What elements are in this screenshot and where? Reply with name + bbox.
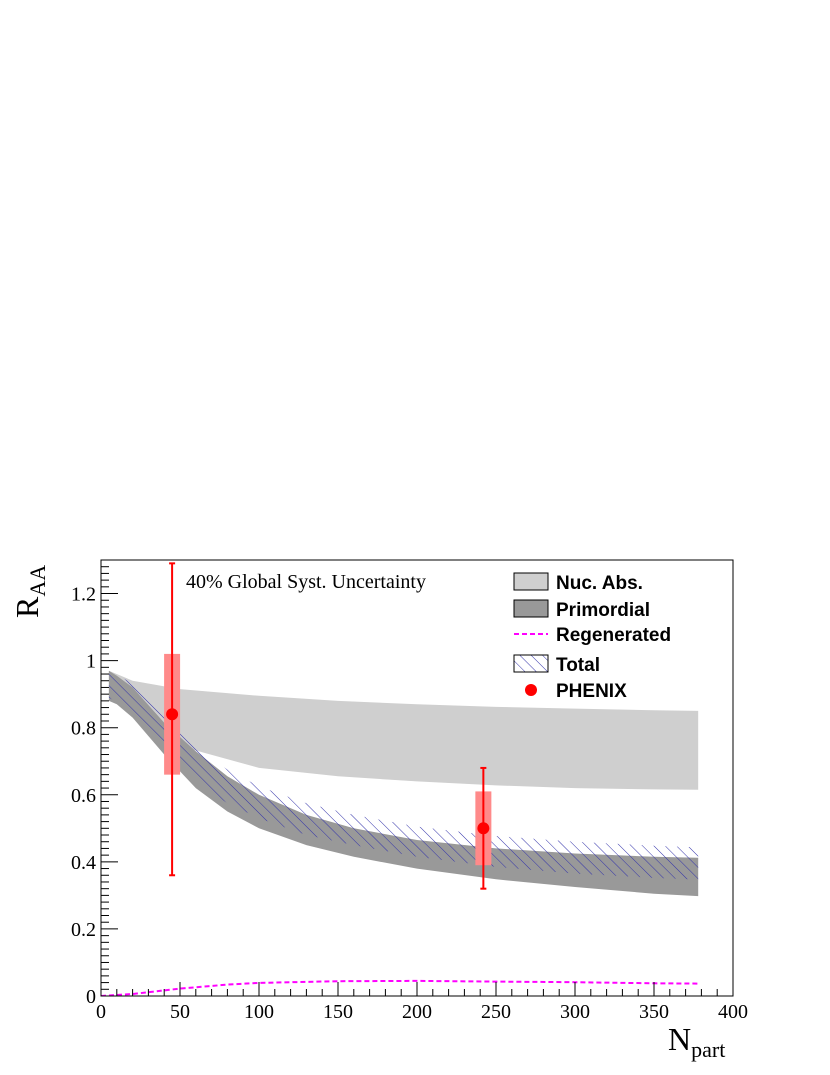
x-tick-label: 0 xyxy=(96,1001,106,1023)
plot-area xyxy=(101,670,699,996)
phenix-data-points xyxy=(164,562,492,890)
legend-item-nuc-abs: Nuc. Abs. xyxy=(513,572,643,594)
legend-item-regenerated: Regenerated xyxy=(514,625,671,646)
y-axis: 0 0.2 0.4 0.6 0.8 1 1.2 xyxy=(71,559,118,1008)
band-nuc-abs xyxy=(108,670,699,790)
phenix-point xyxy=(166,708,179,721)
legend-label-primordial: Primordial xyxy=(556,600,650,621)
y-axis-title: RAA xyxy=(9,565,50,618)
x-tick-label: 300 xyxy=(560,1001,590,1023)
x-tick-label: 200 xyxy=(402,1001,432,1023)
legend-label-regenerated: Regenerated xyxy=(556,625,671,646)
x-tick-label: 250 xyxy=(481,1001,511,1023)
x-tick-label: 350 xyxy=(639,1001,669,1023)
legend-label-phenix: PHENIX xyxy=(556,681,627,702)
legend-item-total: Total xyxy=(513,654,600,676)
legend-label-total: Total xyxy=(556,655,600,676)
y-tick-label: 0.4 xyxy=(71,852,96,874)
legend-swatch-nuc-abs xyxy=(513,572,549,591)
x-axis: 0 50 100 150 200 250 300 350 400 xyxy=(96,982,748,1023)
legend-swatch-primordial xyxy=(513,599,549,618)
annotation-global-syst: 40% Global Syst. Uncertainty xyxy=(186,571,426,593)
legend-label-nuc-abs: Nuc. Abs. xyxy=(556,573,643,594)
y-axis-title-main: R xyxy=(9,596,45,618)
line-regenerated xyxy=(101,979,699,996)
legend-item-primordial: Primordial xyxy=(513,599,650,621)
x-axis-title: Npart xyxy=(668,1021,725,1062)
legend-item-phenix: PHENIX xyxy=(525,681,627,702)
x-axis-title-sub: part xyxy=(691,1037,725,1062)
x-tick-label: 150 xyxy=(323,1001,353,1023)
y-tick-label: 0 xyxy=(86,986,96,1008)
phenix-point xyxy=(477,822,490,835)
band-total-hatched xyxy=(108,670,699,880)
y-tick-label: 1.2 xyxy=(71,584,96,606)
legend-swatch-phenix xyxy=(525,684,537,696)
x-tick-label: 50 xyxy=(170,1001,190,1023)
legend: Nuc. Abs. Primordial Regenerated Total P… xyxy=(513,572,671,702)
legend-swatch-total xyxy=(513,654,549,673)
y-tick-label: 0.2 xyxy=(71,919,96,941)
x-axis-title-main: N xyxy=(668,1021,691,1057)
x-tick-label: 100 xyxy=(244,1001,274,1023)
y-tick-label: 0.6 xyxy=(71,785,96,807)
y-axis-title-sub: AA xyxy=(25,565,50,597)
y-tick-label: 0.8 xyxy=(71,718,96,740)
y-tick-label: 1 xyxy=(86,651,96,673)
x-tick-label: 400 xyxy=(718,1001,748,1023)
